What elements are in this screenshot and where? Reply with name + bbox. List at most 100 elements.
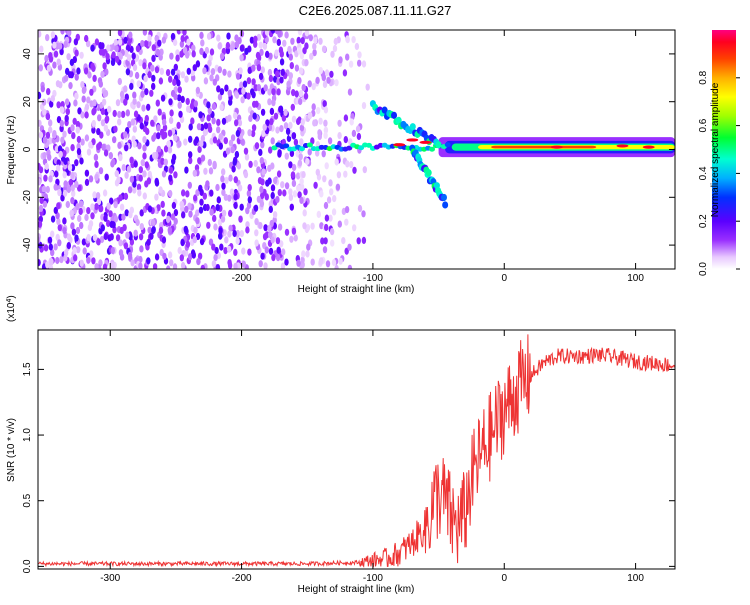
noise-blob	[297, 30, 303, 36]
noise-blob	[349, 161, 354, 169]
noise-blob	[115, 234, 121, 242]
noise-blob	[150, 119, 155, 127]
noise-blob	[227, 114, 232, 122]
noise-blob	[267, 224, 272, 232]
noise-blob	[48, 126, 53, 134]
noise-blob	[175, 54, 180, 62]
noise-blob	[193, 194, 198, 202]
noise-blob	[272, 211, 278, 219]
colorbar-tick-label: 0.4	[698, 166, 709, 180]
noise-blob	[163, 145, 169, 153]
noise-blob	[152, 132, 158, 140]
noise-blob	[207, 107, 212, 115]
noise-blob	[101, 98, 107, 106]
noise-blob	[144, 180, 149, 188]
noise-blob	[267, 68, 273, 77]
noise-blob	[345, 35, 350, 43]
noise-blob	[150, 64, 155, 72]
noise-blob	[160, 157, 165, 165]
noise-blob	[147, 39, 152, 47]
noise-blob	[276, 88, 281, 96]
noise-blob	[329, 70, 334, 78]
noise-blob	[362, 166, 367, 174]
noise-blob	[301, 84, 306, 92]
snr-x-ticks: -300 -200 -100 0 100	[100, 330, 644, 584]
noise-blob	[121, 213, 126, 221]
noise-blob	[200, 264, 205, 269]
noise-blob	[158, 77, 164, 85]
noise-blob	[269, 219, 274, 228]
noise-blob	[235, 72, 241, 80]
noise-blob	[286, 80, 291, 88]
noise-blob	[344, 206, 350, 214]
noise-blob	[261, 168, 266, 176]
noise-blob	[70, 171, 75, 179]
noise-blob	[218, 133, 223, 141]
noise-blob	[136, 80, 141, 88]
noise-blob	[299, 196, 304, 204]
noise-blob	[180, 35, 185, 43]
noise-blob	[161, 170, 167, 178]
noise-blob	[95, 192, 101, 200]
noise-blob	[209, 208, 214, 216]
noise-blob	[84, 34, 89, 43]
noise-blob	[64, 114, 69, 122]
noise-blob	[100, 107, 106, 116]
noise-blob	[188, 123, 193, 131]
noise-blob	[248, 114, 253, 122]
noise-blob	[216, 196, 221, 204]
noise-blob	[191, 44, 196, 52]
x-tick-label: -300	[100, 573, 120, 584]
carrier-band-peak	[491, 145, 597, 149]
noise-blob	[315, 76, 320, 84]
noise-blob	[176, 79, 181, 87]
noise-blob	[303, 92, 309, 100]
noise-blob	[59, 256, 64, 264]
noise-blob	[168, 174, 173, 182]
noise-blob	[361, 60, 367, 68]
noise-blob	[66, 242, 72, 250]
noise-blob	[70, 144, 75, 152]
noise-blob	[49, 100, 54, 108]
noise-blob	[173, 93, 178, 101]
noise-blob	[38, 91, 42, 99]
snr-x-label: Height of straight line (km)	[298, 584, 415, 595]
colorbar-tick-label: 0.8	[698, 70, 709, 84]
noise-blob	[188, 135, 193, 143]
noise-blob	[211, 117, 216, 125]
noise-blob	[264, 246, 269, 254]
noise-blob	[259, 200, 265, 208]
noise-blob	[221, 209, 227, 217]
snr-frame	[37, 329, 676, 570]
noise-blob	[73, 38, 79, 46]
noise-blob	[284, 31, 289, 39]
colorbar-label: Normalized spectral amplitude	[710, 82, 721, 217]
carrier-blob	[298, 146, 305, 152]
carrier-blob	[283, 143, 290, 149]
noise-blob	[102, 189, 108, 197]
noise-blob	[86, 256, 91, 264]
noise-blob	[203, 122, 209, 130]
lower-branch-blob	[442, 201, 449, 209]
noise-blob	[170, 68, 176, 76]
noise-blob	[260, 66, 265, 74]
noise-blob	[86, 207, 91, 215]
noise-blob	[62, 189, 68, 197]
noise-blob	[102, 62, 107, 70]
noise-blob	[268, 146, 273, 154]
noise-blob	[127, 121, 132, 129]
noise-blob	[237, 119, 243, 127]
noise-blob	[321, 45, 327, 53]
noise-blob	[284, 228, 290, 236]
noise-blob	[279, 58, 285, 66]
noise-blob	[267, 88, 272, 96]
noise-blob	[243, 171, 249, 179]
noise-blob	[307, 148, 312, 156]
noise-blob	[221, 182, 226, 190]
noise-blob	[98, 167, 104, 175]
lower-branch-blob	[440, 193, 447, 202]
noise-blob	[216, 118, 221, 126]
noise-blob	[234, 91, 240, 99]
noise-blob	[212, 136, 218, 144]
